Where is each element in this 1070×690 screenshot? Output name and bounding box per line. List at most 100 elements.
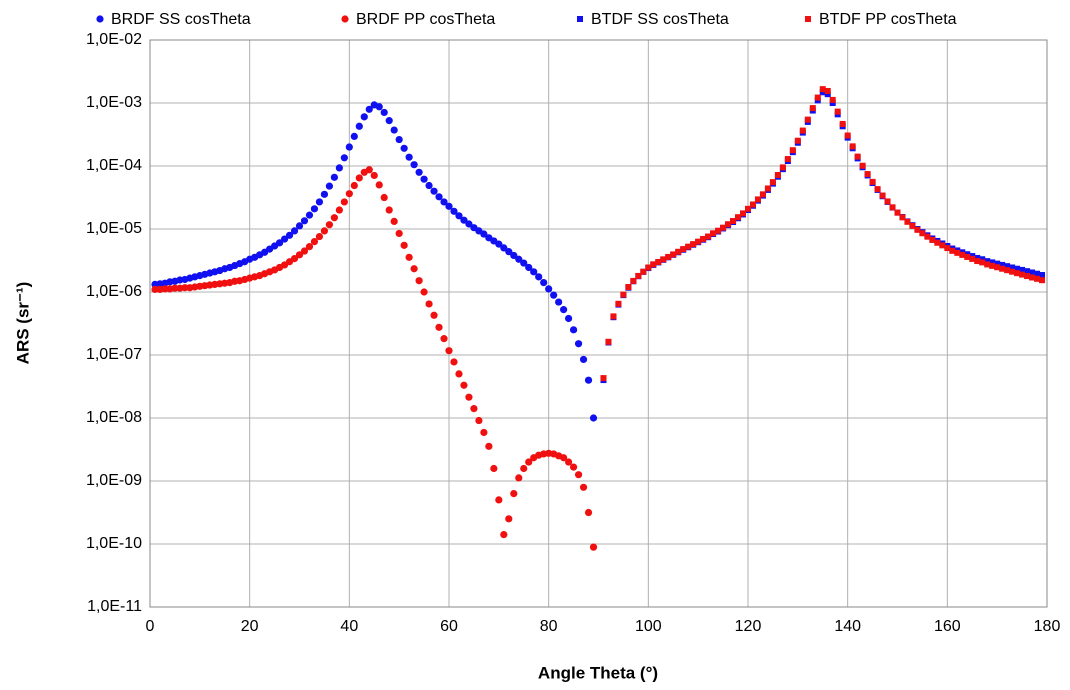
data-point xyxy=(505,515,513,523)
x-tick-label: 80 xyxy=(540,618,558,635)
data-point xyxy=(784,156,791,163)
data-point xyxy=(410,265,418,273)
data-point xyxy=(650,261,657,268)
y-tick-label: 1,0E-03 xyxy=(86,94,142,111)
data-point xyxy=(824,91,831,98)
data-point xyxy=(959,251,966,258)
data-point xyxy=(340,198,348,206)
data-point xyxy=(535,273,543,281)
data-point xyxy=(974,254,981,261)
legend-label: BTDF SS cosTheta xyxy=(591,11,729,28)
data-point xyxy=(999,261,1006,268)
data-point xyxy=(670,251,677,258)
data-point xyxy=(380,193,388,202)
data-point xyxy=(665,253,672,260)
data-point xyxy=(710,230,717,237)
data-point xyxy=(869,178,876,185)
data-point xyxy=(589,543,598,551)
data-point xyxy=(909,222,916,229)
data-point xyxy=(450,207,458,215)
data-point xyxy=(574,471,583,479)
data-point xyxy=(295,251,304,259)
y-tick-label: 1,0E-07 xyxy=(86,346,142,363)
data-point xyxy=(979,256,986,263)
data-point xyxy=(854,153,861,160)
data-point xyxy=(355,174,363,182)
data-point xyxy=(465,220,473,228)
data-point xyxy=(485,442,493,450)
data-point xyxy=(569,463,578,471)
data-point xyxy=(949,247,956,254)
data-point xyxy=(944,245,951,252)
data-point xyxy=(569,326,578,334)
data-point xyxy=(705,233,712,240)
y-tick-label: 1,0E-04 xyxy=(86,157,142,174)
data-point xyxy=(655,258,662,265)
data-point xyxy=(335,164,343,172)
data-point xyxy=(939,242,946,249)
data-point xyxy=(305,243,314,251)
data-point xyxy=(300,247,309,255)
data-point xyxy=(355,122,363,130)
data-point xyxy=(405,153,413,161)
data-point xyxy=(904,218,911,225)
data-point xyxy=(530,268,538,276)
data-point xyxy=(690,241,697,248)
data-point xyxy=(420,288,428,296)
data-point xyxy=(929,236,936,243)
legend-marker xyxy=(805,16,811,22)
data-point xyxy=(290,254,299,263)
data-point xyxy=(171,284,179,292)
x-tick-label: 140 xyxy=(834,618,861,635)
data-point xyxy=(1014,270,1021,277)
data-point xyxy=(804,116,811,123)
data-point xyxy=(1029,274,1036,281)
data-point xyxy=(410,161,418,169)
data-point xyxy=(435,323,443,331)
data-point xyxy=(1014,265,1021,272)
data-point xyxy=(525,263,533,272)
data-point xyxy=(450,358,458,366)
y-tick-label: 1,0E-02 xyxy=(86,31,142,48)
legend-label: BTDF PP cosTheta xyxy=(819,11,957,28)
data-point xyxy=(919,230,926,237)
data-point xyxy=(345,190,353,198)
data-point xyxy=(295,222,304,230)
data-point xyxy=(525,458,533,466)
data-point xyxy=(375,181,383,189)
y-axis-title: ARS (sr⁻¹) xyxy=(13,282,32,365)
data-point xyxy=(824,88,831,95)
data-point xyxy=(460,381,468,389)
y-tick-label: 1,0E-10 xyxy=(86,535,142,552)
data-point xyxy=(161,285,169,293)
legend-label: BRDF PP cosTheta xyxy=(356,11,495,28)
data-point xyxy=(889,204,896,211)
data-point xyxy=(735,214,742,221)
data-point xyxy=(340,154,348,162)
data-point xyxy=(640,268,647,275)
data-point xyxy=(924,233,931,240)
y-tick-label: 1,0E-11 xyxy=(87,598,142,615)
data-point xyxy=(620,291,627,298)
legend-marker xyxy=(341,15,349,23)
data-point xyxy=(500,530,508,539)
data-point xyxy=(894,209,901,216)
data-point xyxy=(400,241,408,249)
data-point xyxy=(834,108,841,115)
data-point xyxy=(1034,275,1041,282)
data-point xyxy=(1009,268,1016,275)
data-point xyxy=(395,229,403,238)
data-point xyxy=(749,201,756,208)
data-point xyxy=(475,416,483,425)
data-point xyxy=(899,214,906,221)
data-point xyxy=(565,314,573,323)
y-tick-label: 1,0E-06 xyxy=(86,283,142,300)
data-point xyxy=(360,113,368,121)
data-point xyxy=(435,193,443,201)
data-point xyxy=(884,198,891,205)
data-point xyxy=(385,206,393,214)
data-point xyxy=(730,217,737,224)
data-point xyxy=(715,227,722,234)
data-point xyxy=(879,192,886,199)
